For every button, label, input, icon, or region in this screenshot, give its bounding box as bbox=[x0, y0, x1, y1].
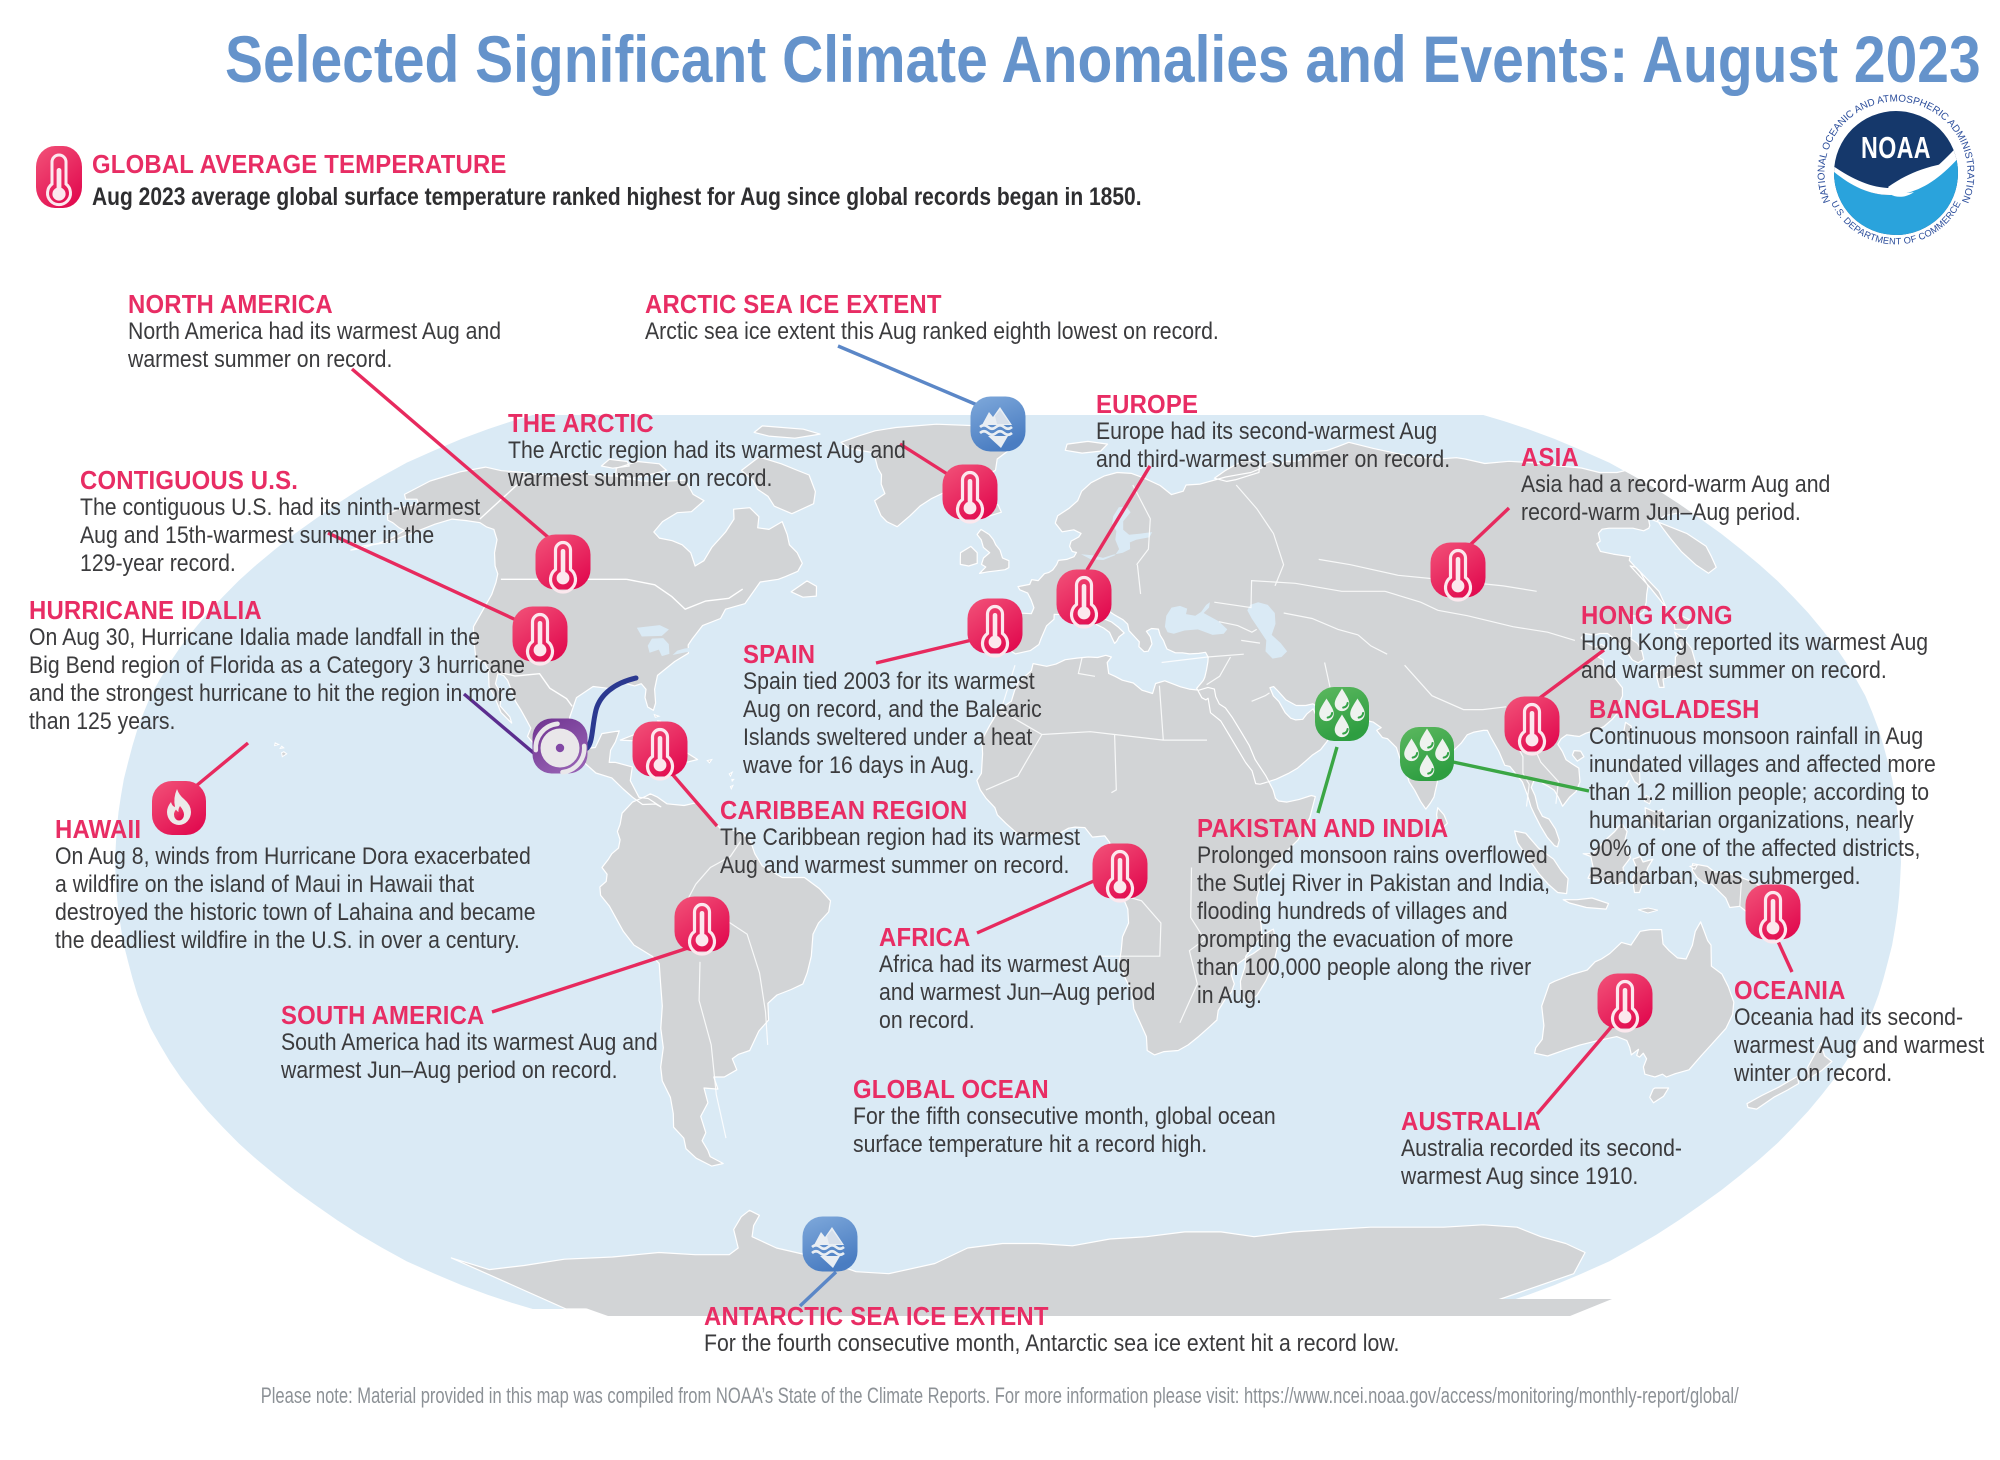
svg-text:NOAA: NOAA bbox=[1861, 130, 1931, 165]
